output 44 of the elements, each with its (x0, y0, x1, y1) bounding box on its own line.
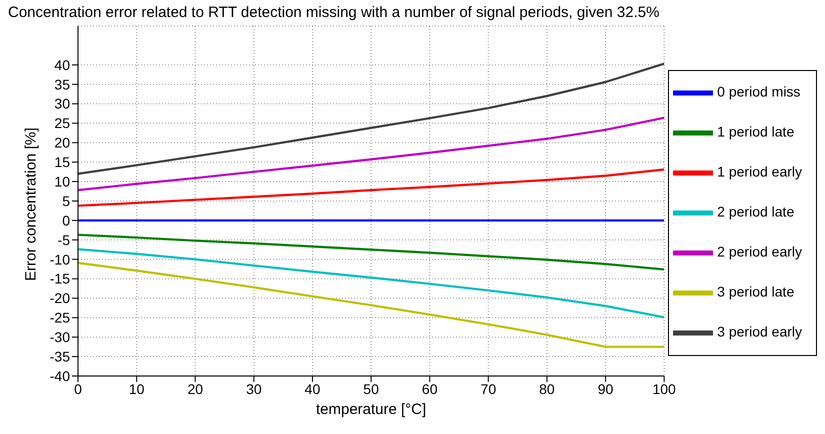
y-tick-label: 15 (54, 154, 70, 170)
legend-label: 2 period early (717, 244, 802, 260)
line-series (78, 262, 664, 348)
y-tick-label: 10 (54, 174, 70, 190)
chart-title: Concentration error related to RTT detection missing with a number of signal periods, given 32.5% (8, 4, 660, 21)
legend-label: 2 period late (717, 204, 794, 220)
x-tick-label: 80 (539, 380, 555, 397)
y-tick-label: 20 (54, 134, 70, 151)
y-tick-label: 5 (62, 192, 70, 209)
legend-label: 0 period miss (717, 84, 800, 100)
y-tick-label: -40 (50, 368, 70, 384)
y-tick-label: 25 (54, 115, 70, 132)
x-tick-label: 90 (598, 380, 614, 397)
legend-label: 3 period early (717, 324, 802, 340)
x-tick-label: 30 (246, 380, 262, 397)
line-series (78, 168, 664, 207)
y-axis-title: Error concentration [%] (22, 128, 40, 281)
y-tick-label: -20 (50, 290, 70, 306)
y-tick-label: -30 (50, 329, 70, 346)
y-tick-label: -5 (58, 232, 70, 248)
x-axis-title: temperature [°C] (316, 401, 426, 418)
y-tick-label: 0 (62, 212, 70, 228)
line-series (78, 62, 664, 175)
line-series (78, 116, 664, 192)
x-tick-label: 100 (652, 380, 676, 397)
y-tick-label: 35 (54, 76, 70, 92)
x-tick-label: 0 (74, 380, 82, 397)
x-tick-label: 50 (363, 380, 380, 397)
x-tick-label: 60 (422, 380, 438, 397)
legend-label: 1 period early (717, 164, 802, 180)
y-tick-label: 30 (54, 96, 70, 112)
y-tick-label: 40 (54, 56, 70, 73)
legend-label: 1 period late (717, 124, 794, 140)
y-tick-label: -35 (50, 348, 70, 365)
x-tick-label: 10 (128, 380, 145, 397)
y-tick-label: -10 (50, 251, 70, 268)
line-series (78, 234, 664, 271)
line-series (78, 248, 664, 318)
legend-label: 3 period late (717, 284, 794, 300)
x-tick-label: 70 (480, 380, 496, 397)
y-tick-label: -25 (50, 310, 70, 326)
x-tick-label: 40 (304, 380, 320, 397)
x-tick-label: 20 (187, 380, 204, 397)
y-tick-label: -15 (50, 270, 70, 287)
